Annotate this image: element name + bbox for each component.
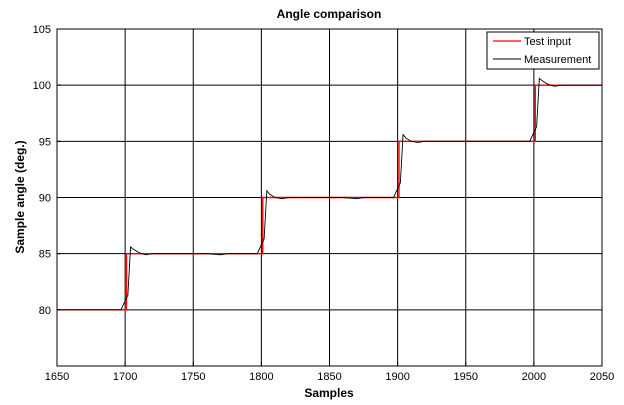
x-tick-label: 1850: [317, 371, 341, 383]
chart-title: Angle comparison: [277, 7, 382, 21]
legend: Test input Measurement: [486, 31, 600, 70]
axis-ticks: 1650 1700 1750 1800 1850 1900 1950 2000 2050 80 85…: [33, 24, 615, 383]
y-tick-label: 95: [39, 136, 51, 148]
y-tick-label: 85: [39, 249, 51, 261]
x-axis-label: Samples: [304, 386, 354, 400]
y-axis-label: Sample angle (deg.): [13, 140, 27, 253]
x-tick-label: 2000: [522, 371, 546, 383]
y-tick-label: 80: [39, 305, 51, 317]
x-tick-label: 2050: [590, 371, 614, 383]
series-layer: [57, 77, 602, 311]
x-tick-label: 1700: [113, 371, 137, 383]
x-tick-label: 1900: [385, 371, 409, 383]
y-tick-label: 100: [33, 80, 51, 92]
series-line-measurement: [57, 77, 602, 311]
y-tick-label: 105: [33, 24, 51, 36]
y-tick-label: 90: [39, 193, 51, 205]
legend-box: [486, 31, 600, 70]
legend-label-measurement: Measurement: [524, 54, 591, 66]
x-tick-label: 1650: [45, 371, 69, 383]
x-tick-label: 1750: [181, 371, 205, 383]
legend-label-test-input: Test input: [524, 36, 571, 48]
x-tick-label: 1800: [249, 371, 273, 383]
x-tick-label: 1950: [454, 371, 478, 383]
